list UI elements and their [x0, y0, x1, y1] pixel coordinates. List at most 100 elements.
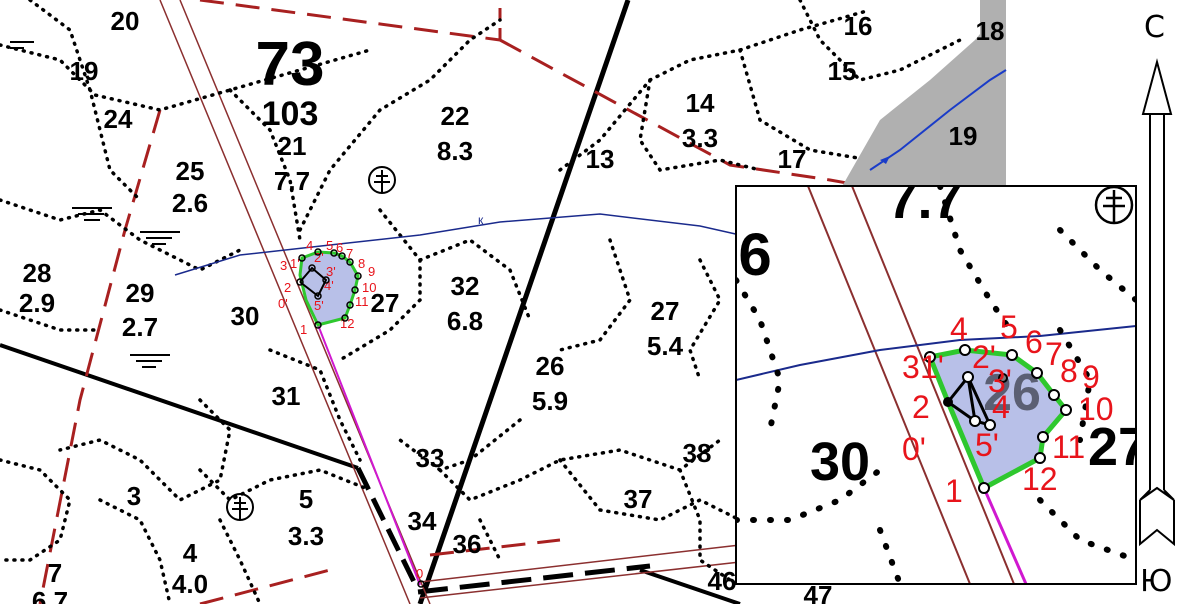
plot-area: 5.4 — [647, 331, 684, 361]
plot-id: 13 — [586, 144, 615, 174]
meadow-marks — [10, 41, 180, 368]
inset-point-label: 10 — [1078, 391, 1114, 427]
point-label: 5 — [326, 238, 333, 253]
point-label: 2' — [314, 250, 324, 265]
inset-point-label: 6 — [1025, 324, 1043, 360]
inset-point-label: 5' — [975, 427, 999, 463]
point-label: 8 — [358, 256, 365, 271]
tree-icon — [368, 166, 396, 194]
inset-plot-label: 27 — [1088, 417, 1148, 477]
plot-id: 5 — [299, 484, 313, 514]
clearing-line-south — [419, 561, 741, 599]
quarter-boundary — [38, 109, 162, 604]
quarter-number: 73 — [256, 30, 325, 99]
point-label: 9 — [368, 264, 375, 279]
quarter-boundary — [199, 568, 331, 604]
inset-plot-label: 6 — [738, 221, 771, 288]
inset-point-label: 8 — [1060, 353, 1078, 389]
plot-id: 19 — [70, 56, 99, 86]
point-label: 1' — [290, 256, 300, 271]
point-label: 5' — [314, 298, 324, 313]
inset-plot-label: 7.7 — [887, 170, 962, 230]
plot-id: 27 — [371, 288, 400, 318]
plot-id: 21 — [278, 131, 307, 161]
plot-area: 2.7 — [122, 312, 158, 342]
compass-north-label: С — [1144, 10, 1165, 45]
inset-point-label: 1' — [920, 349, 944, 385]
tree-icon — [1094, 186, 1134, 225]
plot-id: 7 — [48, 558, 62, 588]
plot-id: 17 — [778, 144, 807, 174]
point-label: 7 — [346, 246, 353, 261]
clearing-line — [159, 0, 411, 604]
plot-id: 3 — [127, 481, 141, 511]
plot-id: 34 — [408, 506, 437, 536]
water-corner — [980, 0, 1006, 40]
plot-id: 26 — [536, 351, 565, 381]
plot-area: 6.8 — [447, 306, 483, 336]
water-area — [840, 10, 1006, 200]
quarter-boundary — [199, 0, 501, 42]
north-arrow — [1139, 58, 1175, 547]
road-black — [417, 0, 631, 604]
plot-id: 19 — [949, 121, 978, 151]
point-label: 11 — [355, 294, 369, 309]
plot-id: 37 — [624, 484, 653, 514]
quarter-boundary — [429, 538, 561, 557]
plot-area: 4.0 — [172, 569, 208, 599]
road-black-west — [0, 343, 359, 470]
point-label: 3' — [326, 264, 336, 279]
plot-id: 28 — [23, 258, 52, 288]
plot-id: 36 — [453, 529, 482, 559]
plot-id: 25 — [176, 156, 205, 186]
inset-point-label: 2 — [912, 389, 930, 425]
plot-id: 15 — [828, 56, 857, 86]
road-dashed-black — [355, 466, 421, 592]
plot-area: 8.3 — [437, 136, 473, 166]
survey-points-main — [296, 248, 425, 588]
inset-point-label: 7 — [1045, 336, 1063, 372]
road-dashed-black-2 — [417, 563, 651, 595]
point-label: 3 — [280, 258, 287, 273]
point-label: 4' — [324, 278, 334, 293]
plot-id: 16 — [844, 11, 873, 41]
plot-id: 18 — [976, 16, 1005, 46]
inset-point-label: 5 — [1000, 309, 1018, 345]
measured-plot-inner — [299, 266, 328, 298]
stream-label: к — [478, 213, 484, 227]
inset-map: 6 30 26 27 7.7 4 5 6 7 8 9 3 1' 2' 3' 2 … — [735, 170, 1148, 585]
plot-id: 46 — [708, 566, 737, 596]
point-label: 1 — [300, 322, 307, 337]
stream — [174, 213, 741, 276]
inset-plot-label: 26 — [983, 364, 1041, 422]
river — [869, 69, 1007, 171]
tree-icon — [226, 493, 254, 521]
inset-point-label: 0' — [902, 431, 926, 467]
plot-area: 6.7 — [32, 586, 68, 604]
plot-id: 14 — [686, 88, 715, 118]
plot-area: 5.9 — [532, 386, 568, 416]
plot-id: 33 — [416, 443, 445, 473]
plot-area: 3.3 — [288, 521, 324, 551]
point-labels-main: 4 5 6 7 8 9 3 1' 2' 3' 4' 2 0' 5' 10 11 … — [278, 238, 423, 581]
point-label: 0' — [278, 296, 288, 311]
plot-area: 3.3 — [682, 123, 718, 153]
point-label: 2 — [284, 280, 291, 295]
plot-id: 24 — [104, 104, 133, 134]
plot-id: 29 — [126, 278, 155, 308]
point-label: 4 — [306, 238, 313, 253]
plot-labels: 20 19 24 25 2.6 28 2.9 29 2.7 30 31 21 7… — [19, 6, 1005, 604]
road-black-south — [639, 568, 741, 604]
point-label: 12 — [340, 316, 354, 331]
plot-id: 31 — [272, 381, 301, 411]
plot-area: 2.9 — [19, 288, 55, 318]
inset-plot-label: 30 — [810, 432, 870, 492]
inset-point-label: 2' — [972, 339, 996, 375]
plot-id: 22 — [441, 101, 470, 131]
river-arrow — [880, 156, 890, 164]
clearing-line-south — [419, 544, 741, 583]
plot-area: 7.7 — [274, 166, 310, 196]
point-label: 10 — [362, 280, 376, 295]
inset-point-label: 4 — [992, 389, 1010, 425]
